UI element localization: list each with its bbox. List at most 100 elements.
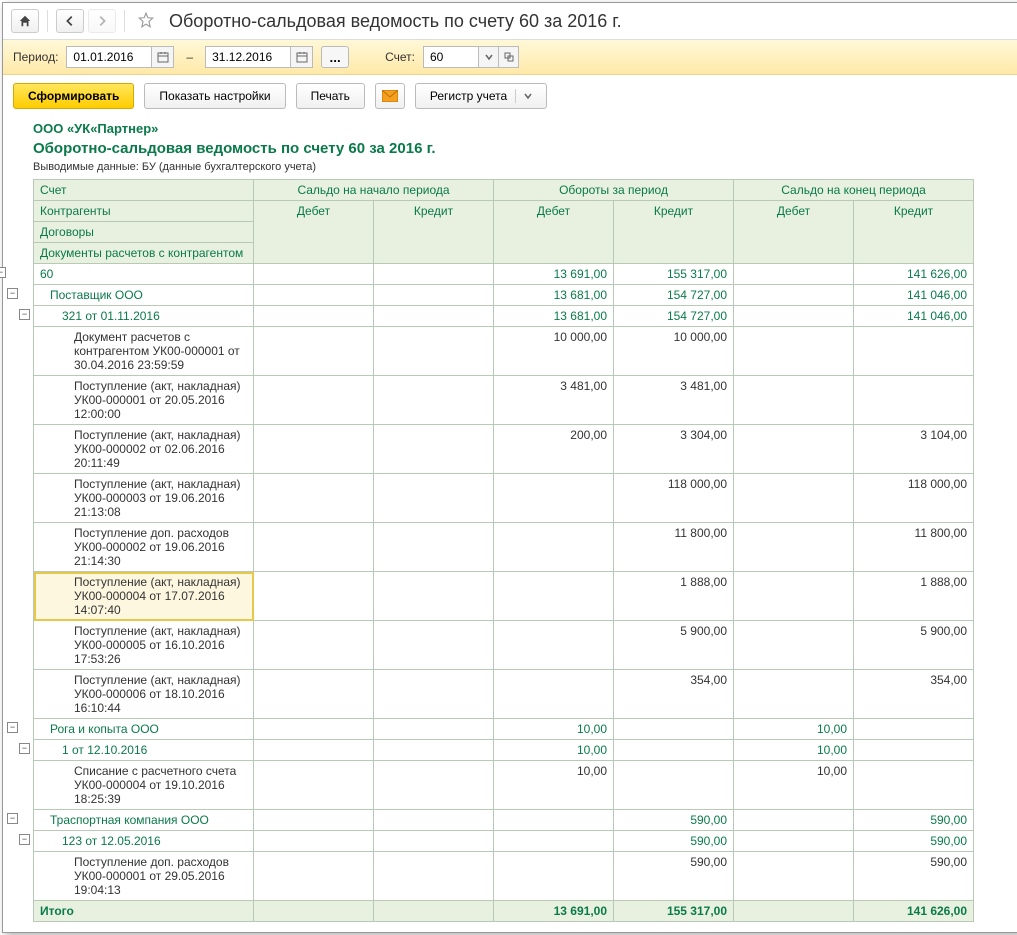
c2-cell: 1 888,00: [614, 572, 734, 621]
th-debit: Дебет: [734, 201, 854, 264]
d3-cell: [734, 670, 854, 719]
d1-cell: [254, 761, 374, 810]
d3-cell: [734, 852, 854, 901]
register-button-label: Регистр учета: [430, 89, 507, 103]
c3-cell: 141 626,00: [854, 264, 974, 285]
c1-cell: [374, 264, 494, 285]
name-cell: Поставщик ООО: [34, 285, 254, 306]
c1-cell: [374, 572, 494, 621]
c1-cell: [374, 285, 494, 306]
c2-cell: [614, 740, 734, 761]
expand-toggle[interactable]: −: [0, 267, 6, 278]
table-row[interactable]: Поступление доп. расходов УК00-000001 от…: [34, 852, 974, 901]
table-row[interactable]: 6013 691,00155 317,00141 626,00: [34, 264, 974, 285]
table-row[interactable]: Поступление (акт, накладная) УК00-000003…: [34, 474, 974, 523]
register-button[interactable]: Регистр учета: [415, 83, 547, 109]
c1-cell: [374, 306, 494, 327]
d2-cell: 10,00: [494, 761, 614, 810]
total-label: Итого: [34, 901, 254, 922]
date-from-input[interactable]: [66, 46, 152, 68]
table-row[interactable]: 1 от 12.10.201610,0010,00: [34, 740, 974, 761]
account-group: [423, 46, 519, 68]
d3-cell: 10,00: [734, 761, 854, 810]
account-input[interactable]: [423, 46, 479, 68]
forward-button[interactable]: [88, 9, 116, 33]
d2-cell: [494, 523, 614, 572]
date-to-calendar-button[interactable]: [291, 46, 313, 68]
d2-cell: 200,00: [494, 425, 614, 474]
expand-toggle[interactable]: −: [19, 309, 30, 320]
form-button[interactable]: Сформировать: [13, 83, 134, 109]
table-row[interactable]: Поступление (акт, накладная) УК00-000005…: [34, 621, 974, 670]
d1-cell: [254, 810, 374, 831]
th-debit: Дебет: [254, 201, 374, 264]
date-to-input[interactable]: [205, 46, 291, 68]
table-row[interactable]: Поступление доп. расходов УК00-000002 от…: [34, 523, 974, 572]
date-from-calendar-button[interactable]: [152, 46, 174, 68]
report-table: Счет Сальдо на начало периода Обороты за…: [33, 179, 974, 922]
table-row[interactable]: Траспортная компания ООО590,00590,00: [34, 810, 974, 831]
c2-cell: 154 727,00: [614, 285, 734, 306]
table-row[interactable]: 123 от 12.05.2016590,00590,00: [34, 831, 974, 852]
name-cell: 60: [34, 264, 254, 285]
email-button[interactable]: [375, 83, 405, 109]
name-cell: Поступление (акт, накладная) УК00-000005…: [34, 621, 254, 670]
d3-cell: [734, 425, 854, 474]
d3-cell: [734, 306, 854, 327]
d2-cell: [494, 621, 614, 670]
c2-cell: 11 800,00: [614, 523, 734, 572]
table-row[interactable]: Поступление (акт, накладная) УК00-000002…: [34, 425, 974, 474]
d3-cell: [734, 264, 854, 285]
envelope-icon: [382, 90, 398, 102]
c2-cell: 5 900,00: [614, 621, 734, 670]
table-row[interactable]: Документ расчетов с контрагентом УК00-00…: [34, 327, 974, 376]
d3-cell: [734, 474, 854, 523]
table-row[interactable]: Рога и копыта ООО10,0010,00: [34, 719, 974, 740]
table-row[interactable]: Поставщик ООО13 681,00154 727,00141 046,…: [34, 285, 974, 306]
d3-cell: [734, 523, 854, 572]
page-title: Оборотно-сальдовая ведомость по счету 60…: [169, 11, 622, 32]
expand-toggle[interactable]: −: [7, 722, 18, 733]
table-row[interactable]: Поступление (акт, накладная) УК00-000001…: [34, 376, 974, 425]
d3-cell: 10,00: [734, 740, 854, 761]
th-turnover: Обороты за период: [494, 180, 734, 201]
expand-toggle[interactable]: −: [19, 834, 30, 845]
favorite-button[interactable]: [133, 11, 159, 32]
c3-cell: 3 104,00: [854, 425, 974, 474]
back-button[interactable]: [56, 9, 84, 33]
star-icon: [137, 11, 155, 29]
c3-cell: 141 046,00: [854, 306, 974, 327]
expand-toggle[interactable]: −: [7, 813, 18, 824]
expand-toggle[interactable]: −: [19, 743, 30, 754]
name-cell: Поступление (акт, накладная) УК00-000002…: [34, 425, 254, 474]
table-row[interactable]: Списание с расчетного счета УК00-000004 …: [34, 761, 974, 810]
table-row[interactable]: Поступление (акт, накладная) УК00-000006…: [34, 670, 974, 719]
expand-toggle[interactable]: −: [7, 288, 18, 299]
print-button[interactable]: Печать: [296, 83, 365, 109]
c1-cell: [374, 670, 494, 719]
d2-cell: [494, 810, 614, 831]
d1-cell: [254, 264, 374, 285]
d2-cell: [494, 474, 614, 523]
c2-cell: 10 000,00: [614, 327, 734, 376]
th-credit: Кредит: [374, 201, 494, 264]
table-row[interactable]: 321 от 01.11.201613 681,00154 727,00141 …: [34, 306, 974, 327]
c3-cell: 590,00: [854, 831, 974, 852]
table-row[interactable]: Поступление (акт, накладная) УК00-000004…: [34, 572, 974, 621]
c2-cell: 118 000,00: [614, 474, 734, 523]
c3-cell: 590,00: [854, 852, 974, 901]
account-open-button[interactable]: [499, 46, 519, 68]
d1-cell: [254, 327, 374, 376]
action-bar: Сформировать Показать настройки Печать Р…: [3, 75, 1017, 117]
c3-cell: 118 000,00: [854, 474, 974, 523]
show-settings-button[interactable]: Показать настройки: [144, 83, 285, 109]
home-button[interactable]: [11, 9, 39, 33]
arrow-left-icon: [63, 14, 77, 28]
period-picker-button[interactable]: ...: [321, 46, 349, 68]
total-row: Итого 13 691,00 155 317,00 141 626,00: [34, 901, 974, 922]
c1-cell: [374, 621, 494, 670]
c2-cell: 354,00: [614, 670, 734, 719]
d1-cell: [254, 306, 374, 327]
name-cell: Документ расчетов с контрагентом УК00-00…: [34, 327, 254, 376]
account-dropdown-button[interactable]: [479, 46, 499, 68]
